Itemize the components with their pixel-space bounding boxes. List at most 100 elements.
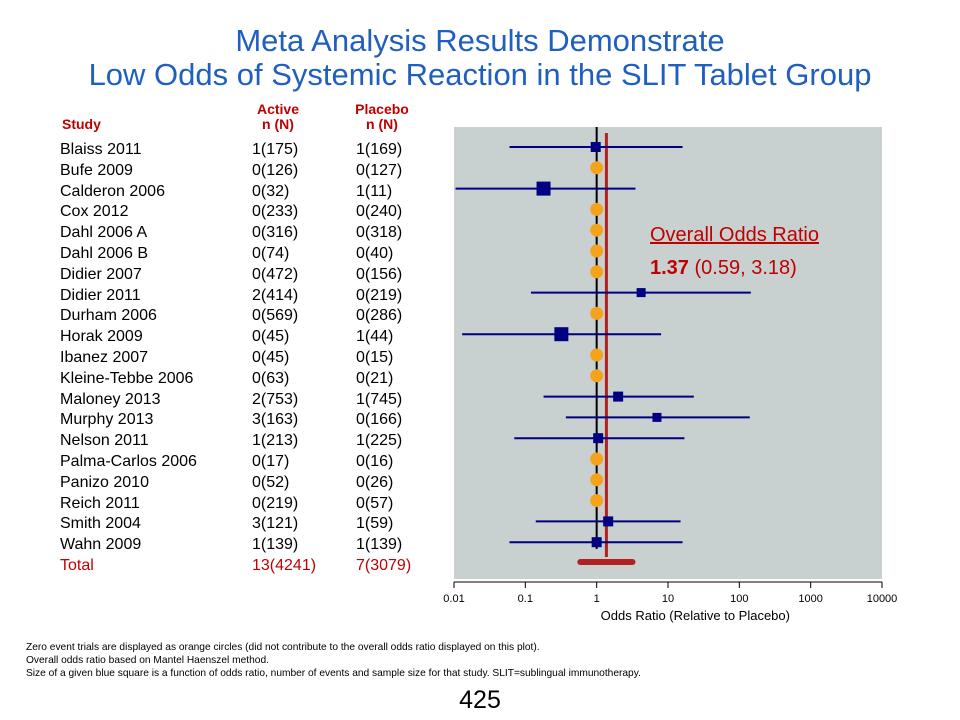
active-column: 1(175) 0(126) 0(32) 0(233) 0(316) 0(74) … [252, 140, 316, 577]
active-count: 3(163) [252, 411, 299, 429]
active-count: 0(233) [252, 203, 299, 221]
header-placebo-line1: Placebo [355, 101, 409, 117]
active-count: 0(219) [252, 494, 299, 512]
zero-event-marker [590, 244, 604, 258]
zero-event-marker [590, 452, 604, 466]
active-count: 1(213) [252, 432, 299, 450]
footnote-square-size: Size of a given blue square is a functio… [26, 668, 641, 679]
zero-event-marker [590, 473, 604, 487]
footnotes: Zero event trials are displayed as orang… [26, 641, 641, 680]
active-count: 1(139) [252, 536, 299, 554]
placebo-count: 0(240) [356, 203, 403, 221]
active-count: 0(472) [252, 265, 299, 283]
study-name: Nelson 2011 [60, 432, 149, 450]
zero-event-marker [590, 202, 604, 216]
header-placebo-line2: n (N) [366, 116, 398, 132]
placebo-count: 1(139) [356, 536, 403, 554]
study-or-square [590, 142, 601, 152]
overall-or-value: 1.37 [650, 257, 689, 279]
x-tick-label: 10000 [867, 593, 898, 605]
study-name: Kleine-Tebbe 2006 [60, 369, 194, 387]
zero-event-marker [590, 306, 604, 320]
placebo-count: 0(57) [356, 494, 394, 512]
study-or-square [593, 433, 604, 444]
study-column: Blaiss 2011 Bufe 2009 Calderon 2006 Cox … [60, 140, 197, 577]
study-or-square [536, 181, 551, 196]
forest-plot: 0.01 0.1 1 10 100 1000 10000 Odds Ratio (Relati… [443, 127, 898, 623]
slide-title-line2: Low Odds of Systemic Reaction in the SLI… [88, 57, 872, 92]
study-name: Dahl 2006 B [60, 244, 149, 262]
placebo-count: 1(44) [356, 328, 394, 346]
active-count: 0(74) [252, 244, 290, 262]
plot-panel [454, 127, 882, 579]
placebo-count: 1(59) [356, 515, 394, 533]
placebo-count: 0(318) [356, 224, 403, 242]
placebo-count: 0(156) [356, 265, 403, 283]
study-name: Didier 2011 [60, 286, 141, 304]
active-count: 0(17) [252, 452, 290, 470]
x-tick-label: 100 [730, 593, 748, 605]
page-number: 425 [459, 686, 501, 714]
placebo-count: 1(745) [356, 390, 403, 408]
study-or-square [613, 391, 624, 402]
study-name: Smith 2004 [60, 515, 141, 533]
active-count: 0(63) [252, 369, 290, 387]
active-count: 2(414) [252, 286, 299, 304]
active-count: 0(45) [252, 328, 290, 346]
active-count: 0(569) [252, 307, 299, 325]
study-or-square [636, 288, 646, 298]
x-tick-label: 10 [662, 593, 674, 605]
placebo-count: 0(16) [356, 452, 394, 470]
zero-event-marker [590, 369, 604, 383]
x-tick-label: 0.01 [443, 593, 464, 605]
study-name: Bufe 2009 [60, 161, 133, 179]
placebo-count: 0(166) [356, 411, 403, 429]
zero-event-marker [590, 265, 604, 279]
study-or-square [603, 516, 614, 527]
x-tick-label: 0.1 [518, 593, 533, 605]
placebo-column: 1(169) 0(127) 1(11) 0(240) 0(318) 0(40) … [356, 140, 411, 577]
study-name: Ibanez 2007 [60, 348, 149, 366]
study-or-square [554, 327, 569, 342]
header-active-line2: n (N) [262, 116, 294, 132]
zero-event-marker [590, 161, 604, 175]
placebo-count: 1(11) [356, 182, 393, 200]
study-name: Palma-Carlos 2006 [60, 452, 197, 470]
header-active-line1: Active [256, 101, 300, 117]
active-count: 0(32) [252, 182, 290, 200]
total-label: Total [60, 556, 94, 574]
active-count: 0(126) [252, 161, 299, 179]
overall-ci-value: (0.59, 3.18) [689, 257, 797, 279]
header-placebo: Placebo n (N) [348, 102, 416, 132]
x-tick-label: 1 [594, 593, 600, 605]
placebo-count: 1(169) [356, 141, 403, 158]
active-count: 0(316) [252, 224, 299, 242]
study-name: Horak 2009 [60, 328, 143, 346]
active-count: 1(175) [252, 141, 299, 158]
active-count: 3(121) [252, 515, 299, 533]
total-placebo: 7(3079) [356, 556, 412, 574]
x-axis-label: Odds Ratio (Relative to Placebo) [601, 608, 790, 623]
x-tick-label: 1000 [798, 593, 822, 605]
active-count: 2(753) [252, 390, 299, 408]
study-name: Cox 2012 [60, 203, 129, 221]
study-or-square [652, 412, 662, 422]
overall-label: Overall Odds Ratio [650, 224, 819, 246]
placebo-count: 0(127) [356, 161, 403, 179]
zero-event-marker [590, 494, 604, 508]
header-study: Study [62, 116, 101, 132]
study-name: Reich 2011 [60, 494, 140, 512]
study-name: Durham 2006 [60, 307, 157, 325]
study-name: Calderon 2006 [60, 182, 165, 200]
zero-event-marker [590, 348, 604, 362]
placebo-count: 0(40) [356, 244, 394, 262]
placebo-count: 0(219) [356, 286, 403, 304]
zero-event-marker [590, 223, 604, 237]
footnote-zero-event: Zero event trials are displayed as orang… [26, 642, 540, 653]
slide-title-line1: Meta Analysis Results Demonstrate [235, 23, 725, 58]
study-name: Panizo 2010 [60, 473, 149, 491]
placebo-count: 0(15) [356, 348, 394, 366]
total-active: 13(4241) [252, 556, 317, 574]
study-or-square [591, 537, 602, 548]
study-name: Murphy 2013 [60, 411, 154, 429]
